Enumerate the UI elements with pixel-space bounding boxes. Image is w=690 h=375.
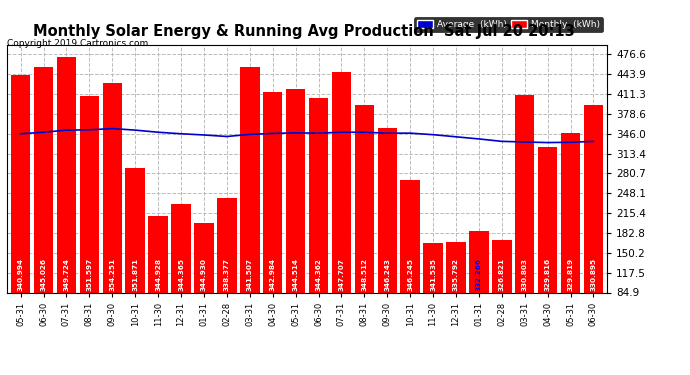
- Text: 326.821: 326.821: [499, 258, 505, 291]
- Bar: [217, 198, 237, 292]
- Bar: [538, 147, 558, 292]
- Text: 344.365: 344.365: [178, 258, 184, 291]
- Bar: [446, 242, 466, 292]
- Legend: Average  (kWh), Monthly  (kWh): Average (kWh), Monthly (kWh): [414, 17, 602, 32]
- Bar: [469, 231, 489, 292]
- Text: 330.895: 330.895: [591, 258, 596, 291]
- Text: 329.816: 329.816: [544, 258, 551, 291]
- Bar: [286, 89, 306, 292]
- Text: 351.597: 351.597: [86, 258, 92, 291]
- Bar: [263, 92, 282, 292]
- Bar: [126, 168, 145, 292]
- Text: 332.266: 332.266: [476, 258, 482, 291]
- Bar: [11, 75, 30, 292]
- Bar: [492, 240, 511, 292]
- Text: 348.512: 348.512: [362, 258, 367, 291]
- Bar: [424, 243, 443, 292]
- Bar: [171, 204, 190, 292]
- Bar: [34, 67, 53, 292]
- Text: 330.803: 330.803: [522, 258, 528, 291]
- Text: 346.243: 346.243: [384, 258, 391, 291]
- Text: 345.026: 345.026: [41, 258, 46, 291]
- Text: Copyright 2019 Cartronics.com: Copyright 2019 Cartronics.com: [7, 39, 148, 48]
- Bar: [355, 105, 374, 292]
- Bar: [79, 96, 99, 292]
- Bar: [515, 95, 535, 292]
- Bar: [308, 98, 328, 292]
- Bar: [57, 57, 76, 292]
- Text: 342.984: 342.984: [270, 258, 276, 291]
- Text: 344.928: 344.928: [155, 258, 161, 291]
- Text: 329.819: 329.819: [568, 258, 573, 291]
- Text: 354.251: 354.251: [109, 258, 115, 291]
- Text: 340.994: 340.994: [18, 258, 23, 291]
- Bar: [400, 180, 420, 292]
- Bar: [584, 105, 603, 292]
- Bar: [332, 72, 351, 292]
- Text: 351.871: 351.871: [132, 258, 138, 291]
- Text: 344.930: 344.930: [201, 258, 207, 291]
- Text: 338.377: 338.377: [224, 258, 230, 291]
- Bar: [148, 216, 168, 292]
- Text: 346.245: 346.245: [407, 258, 413, 291]
- Text: 341.535: 341.535: [430, 258, 436, 291]
- Bar: [194, 222, 214, 292]
- Text: 349.724: 349.724: [63, 258, 70, 291]
- Bar: [240, 68, 259, 292]
- Bar: [377, 128, 397, 292]
- Text: Monthly Solar Energy & Running Avg Production  Sat Jul 20 20:13: Monthly Solar Energy & Running Avg Produ…: [32, 24, 575, 39]
- Bar: [561, 132, 580, 292]
- Text: 344.514: 344.514: [293, 258, 299, 291]
- Bar: [103, 83, 122, 292]
- Text: 344.362: 344.362: [315, 258, 322, 291]
- Text: 347.707: 347.707: [338, 258, 344, 291]
- Text: 335.792: 335.792: [453, 258, 459, 291]
- Text: 341.507: 341.507: [247, 258, 253, 291]
